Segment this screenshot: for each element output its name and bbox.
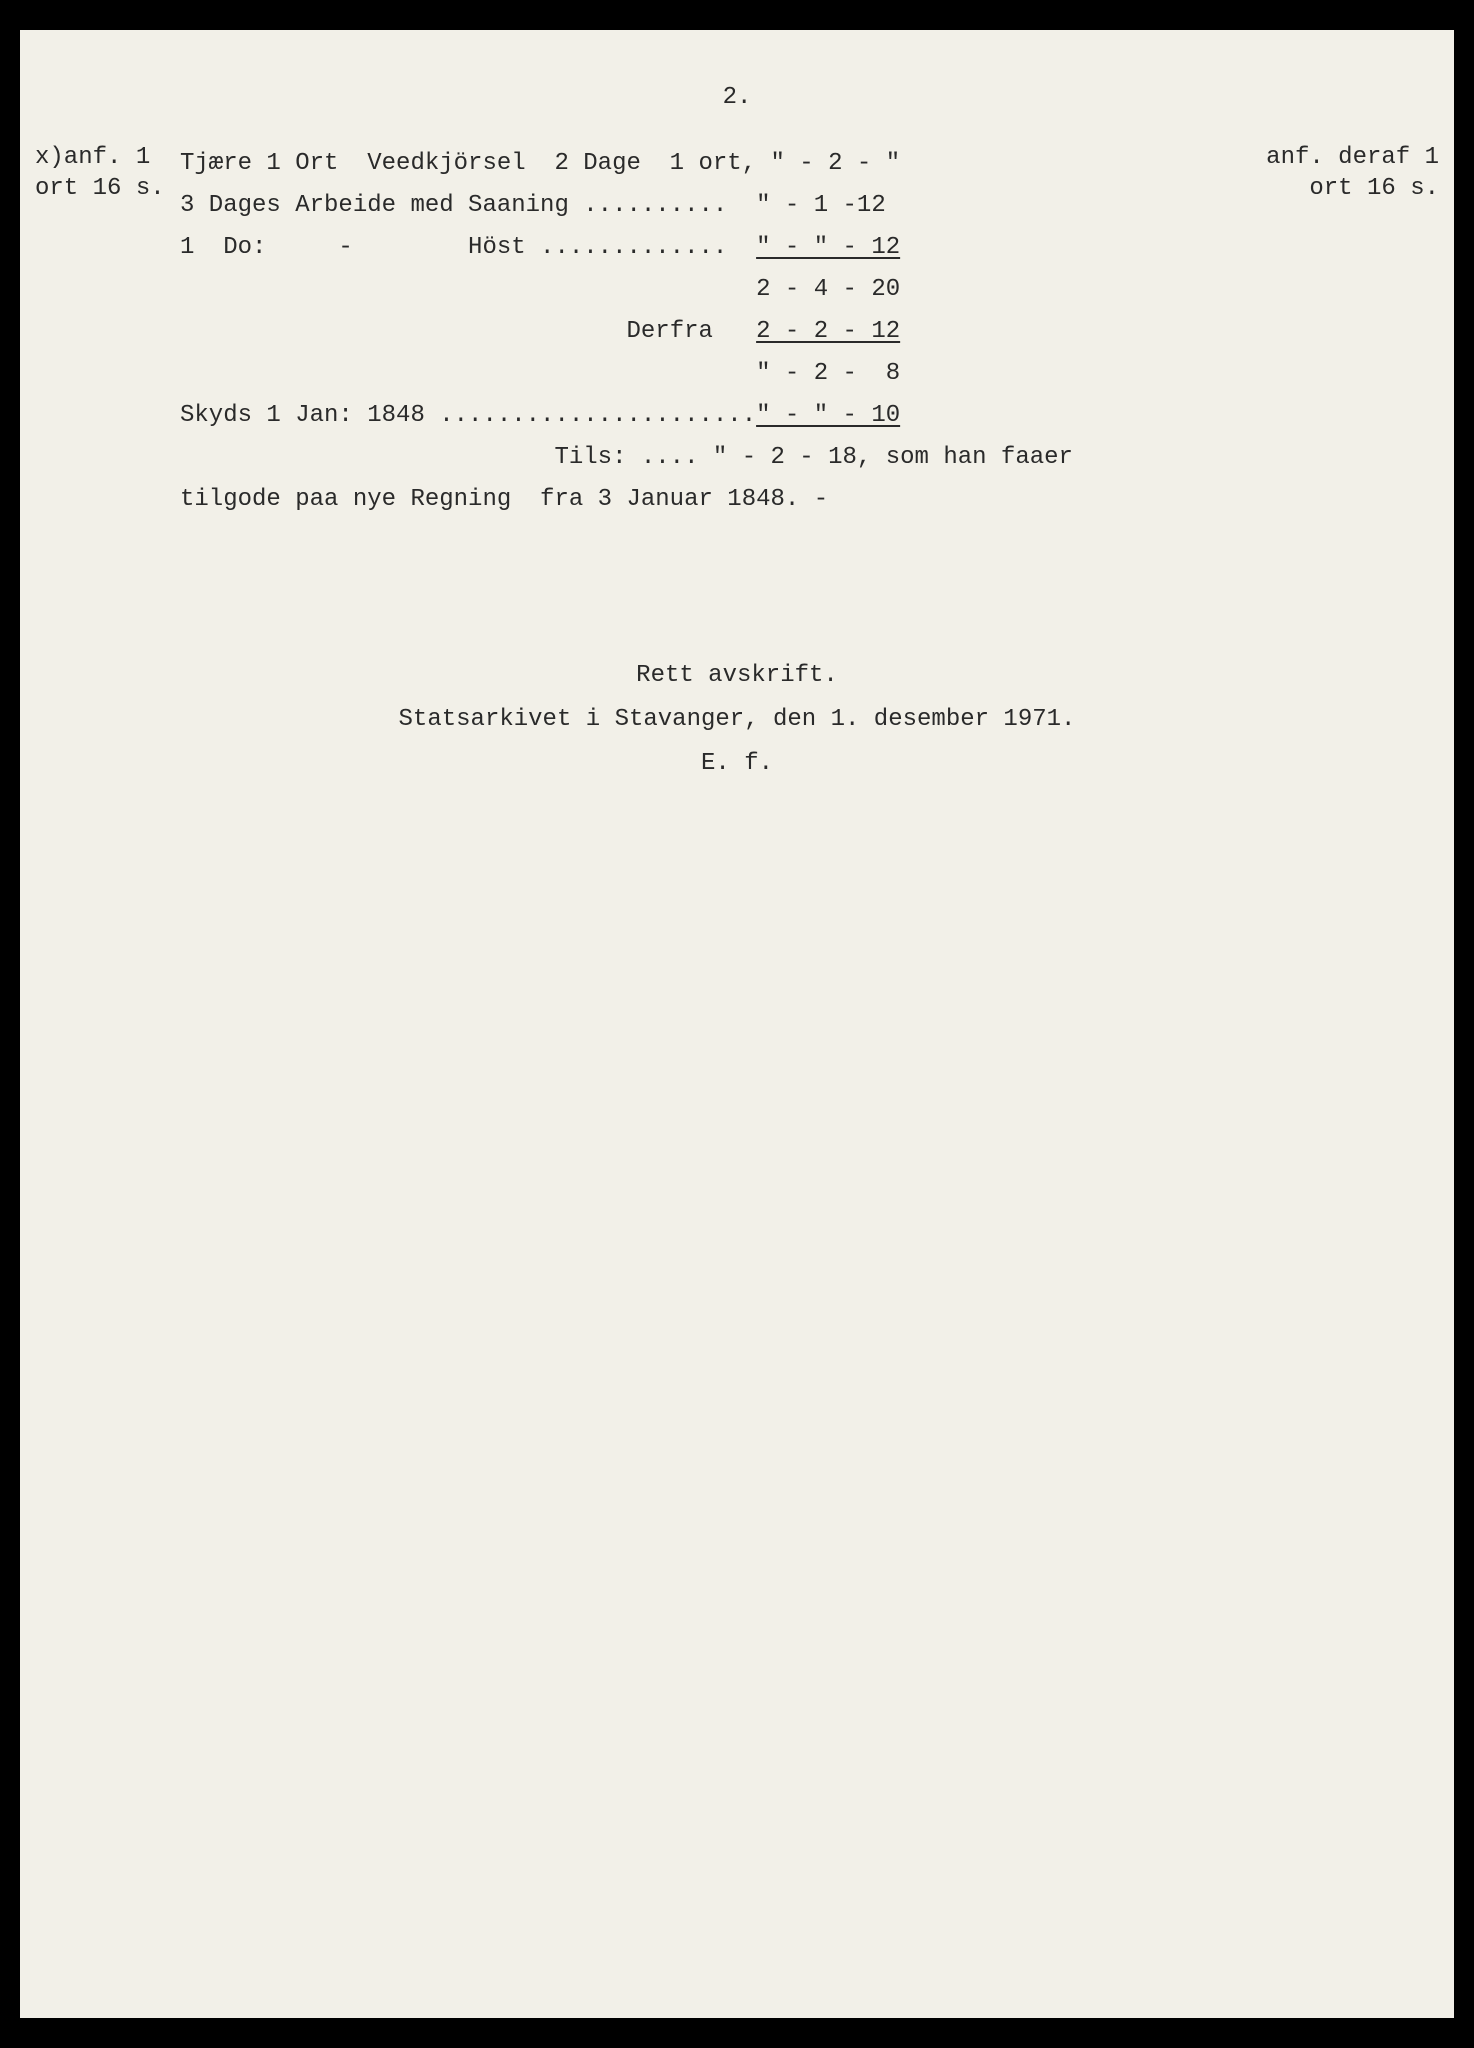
cert-line-3: E. f. [60,746,1414,782]
line-7-amt: " - " - 10 [756,402,900,429]
line-5: Derfra 2 - 2 - 12 [180,314,1214,350]
cert-line-2: Statsarkivet i Stavanger, den 1. desembe… [60,702,1414,738]
document-page: 2. x)anf. 1 ort 16 s. anf. deraf 1 ort 1… [20,30,1454,2018]
line-9: tilgode paa nye Regning fra 3 Januar 184… [180,482,1414,518]
margin-note-left: x)anf. 1 ort 16 s. [35,142,185,204]
margin-note-right: anf. deraf 1 ort 16 s. [1219,142,1439,204]
line-7-label: Skyds 1 Jan: 1848 ...................... [180,402,756,429]
cert-line-1: Rett avskrift. [60,658,1414,694]
line-1: Tjære 1 Ort Veedkjörsel 2 Dage 1 ort, " … [180,146,1214,182]
accounting-block: Tjære 1 Ort Veedkjörsel 2 Dage 1 ort, " … [180,146,1214,476]
page-number: 2. [60,80,1414,116]
line-2: 3 Dages Arbeide med Saaning .......... "… [180,188,1214,224]
line-3: 1 Do: - Höst ............. " - " - 12 [180,230,1214,266]
line-3-amt: " - " - 12 [756,234,900,261]
line-6-amt: " - 2 - 8 [756,360,900,387]
line-5-label: Derfra [626,318,756,345]
line-5-amt: 2 - 2 - 12 [756,318,900,345]
line-4-amt: 2 - 4 - 20 [756,276,900,303]
line-3-label: 1 Do: - Höst ............. [180,234,756,261]
line-6: " - 2 - 8 [180,356,1214,392]
line-4-subtotal: 2 - 4 - 20 [180,272,1214,308]
certification-block: Rett avskrift. Statsarkivet i Stavanger,… [60,658,1414,782]
line-7: Skyds 1 Jan: 1848 ......................… [180,398,1214,434]
line-8: Tils: .... " - 2 - 18, som han faaer [180,440,1214,476]
